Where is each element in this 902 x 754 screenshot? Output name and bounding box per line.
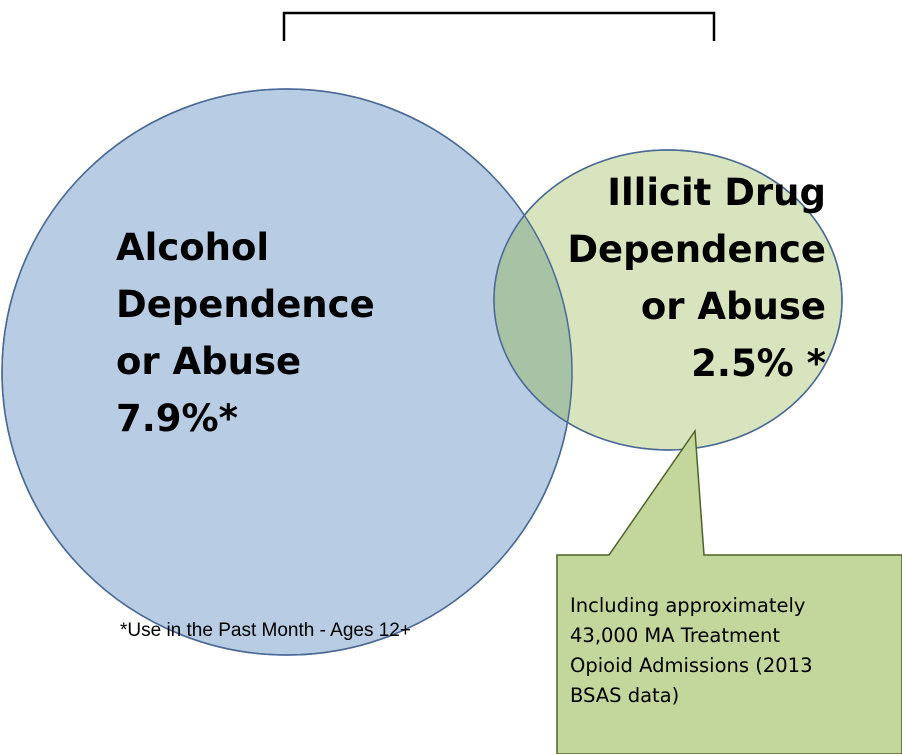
illicit-drug-percentage: 2.5% * — [691, 342, 826, 385]
alcohol-circle-outline — [1, 88, 573, 656]
callout-line-3: Opioid Admissions (2013 — [570, 654, 813, 677]
illicit-drug-circle-outline — [493, 149, 843, 451]
alcohol-label-line-3: or Abuse — [116, 340, 302, 383]
illicit-drug-label: Illicit Drug Dependence or Abuse 2.5% * — [567, 164, 826, 392]
illicit-drug-label-line-1: Illicit Drug — [607, 171, 826, 214]
callout-text: Including approximately 43,000 MA Treatm… — [570, 591, 888, 711]
callout-line-1: Including approximately — [570, 594, 806, 617]
top-bracket — [282, 11, 716, 41]
alcohol-label: Alcohol Dependence or Abuse 7.9%* — [116, 219, 375, 447]
footnote: *Use in the Past Month - Ages 12+ — [120, 620, 411, 641]
alcohol-label-line-2: Dependence — [116, 283, 375, 326]
illicit-drug-label-line-3: or Abuse — [640, 285, 826, 328]
callout-line-2: 43,000 MA Treatment — [570, 624, 781, 647]
alcohol-label-line-1: Alcohol — [116, 226, 270, 269]
callout-box — [556, 428, 902, 754]
illicit-drug-label-line-2: Dependence — [567, 228, 826, 271]
alcohol-percentage: 7.9%* — [116, 397, 238, 440]
callout-line-4: BSAS data) — [570, 684, 680, 707]
